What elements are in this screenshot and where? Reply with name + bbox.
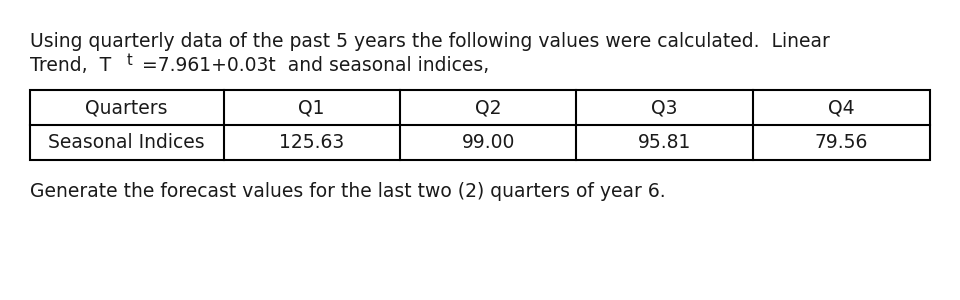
Text: Q3: Q3 [651, 98, 678, 117]
Text: Quarters: Quarters [85, 98, 168, 117]
Text: =7.961+0.03t  and seasonal indices,: =7.961+0.03t and seasonal indices, [136, 56, 490, 75]
Text: t: t [127, 53, 132, 68]
Bar [30, 90, 930, 160]
Text: Generate the forecast values for the last two (2) quarters of year 6.: Generate the forecast values for the las… [30, 182, 665, 201]
Text: 95.81: 95.81 [637, 133, 691, 152]
Text: Trend,  T: Trend, T [30, 56, 111, 75]
Text: Q4: Q4 [828, 98, 854, 117]
Text: Seasonal Indices: Seasonal Indices [48, 133, 205, 152]
Text: Q2: Q2 [475, 98, 501, 117]
Text: 99.00: 99.00 [462, 133, 515, 152]
Text: 125.63: 125.63 [279, 133, 345, 152]
Text: 79.56: 79.56 [815, 133, 868, 152]
Text: Q1: Q1 [299, 98, 324, 117]
Text: Using quarterly data of the past 5 years the following values were calculated.  : Using quarterly data of the past 5 years… [30, 32, 829, 51]
